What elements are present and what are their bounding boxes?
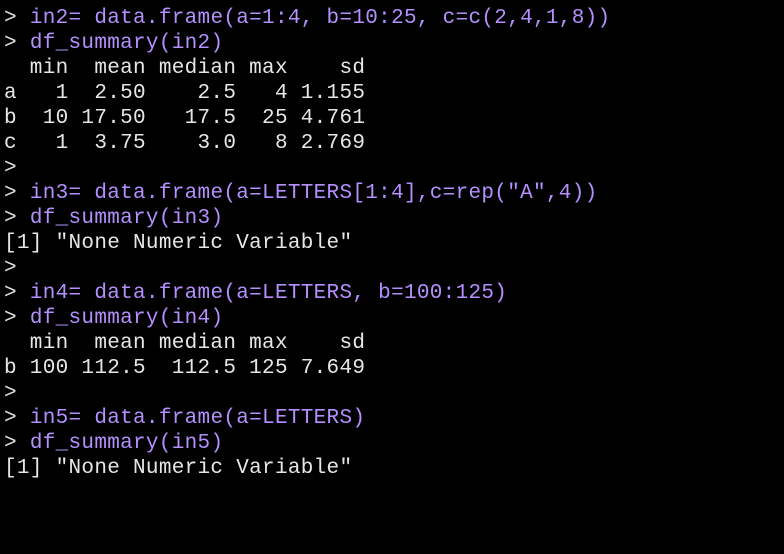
prompt: >: [4, 182, 30, 205]
prompt: >: [4, 307, 30, 330]
terminal-input-line: > df_summary(in3): [4, 206, 780, 231]
command-text: in2= data.frame(a=1:4, b=10:25, c=c(2,4,…: [30, 7, 611, 30]
terminal-input-line: > df_summary(in2): [4, 31, 780, 56]
terminal-input-line: >: [4, 381, 780, 406]
prompt: >: [4, 282, 30, 305]
output-text: [1] "None Numeric Variable": [4, 457, 352, 480]
prompt: >: [4, 157, 30, 180]
output-text: c 1 3.75 3.0 8 2.769: [4, 132, 365, 155]
output-text: a 1 2.50 2.5 4 1.155: [4, 82, 365, 105]
terminal-output-line: b 10 17.50 17.5 25 4.761: [4, 106, 780, 131]
command-text: df_summary(in2): [30, 32, 224, 55]
terminal-input-line: > df_summary(in5): [4, 431, 780, 456]
terminal-output-line: min mean median max sd: [4, 56, 780, 81]
terminal-input-line: >: [4, 256, 780, 281]
terminal-input-line: > in4= data.frame(a=LETTERS, b=100:125): [4, 281, 780, 306]
terminal-output-line: [1] "None Numeric Variable": [4, 231, 780, 256]
terminal-input-line: > df_summary(in4): [4, 306, 780, 331]
prompt: >: [4, 407, 30, 430]
terminal-input-line: >: [4, 156, 780, 181]
prompt: >: [4, 207, 30, 230]
command-text: df_summary(in3): [30, 207, 224, 230]
output-text: [1] "None Numeric Variable": [4, 232, 352, 255]
command-text: in4= data.frame(a=LETTERS, b=100:125): [30, 282, 507, 305]
terminal-input-line: > in3= data.frame(a=LETTERS[1:4],c=rep("…: [4, 181, 780, 206]
terminal-output-line: [1] "None Numeric Variable": [4, 456, 780, 481]
command-text: in3= data.frame(a=LETTERS[1:4],c=rep("A"…: [30, 182, 598, 205]
command-text: df_summary(in4): [30, 307, 224, 330]
terminal-output-line: a 1 2.50 2.5 4 1.155: [4, 81, 780, 106]
prompt: >: [4, 382, 30, 405]
r-terminal[interactable]: > in2= data.frame(a=1:4, b=10:25, c=c(2,…: [0, 0, 784, 487]
terminal-output-line: min mean median max sd: [4, 331, 780, 356]
terminal-input-line: > in5= data.frame(a=LETTERS): [4, 406, 780, 431]
output-text: min mean median max sd: [4, 57, 365, 80]
command-text: df_summary(in5): [30, 432, 224, 455]
output-text: b 100 112.5 112.5 125 7.649: [4, 357, 365, 380]
output-text: b 10 17.50 17.5 25 4.761: [4, 107, 365, 130]
terminal-output-line: c 1 3.75 3.0 8 2.769: [4, 131, 780, 156]
output-text: min mean median max sd: [4, 332, 365, 355]
prompt: >: [4, 32, 30, 55]
command-text: in5= data.frame(a=LETTERS): [30, 407, 365, 430]
prompt: >: [4, 7, 30, 30]
prompt: >: [4, 432, 30, 455]
terminal-input-line: > in2= data.frame(a=1:4, b=10:25, c=c(2,…: [4, 6, 780, 31]
prompt: >: [4, 257, 30, 280]
terminal-output-line: b 100 112.5 112.5 125 7.649: [4, 356, 780, 381]
